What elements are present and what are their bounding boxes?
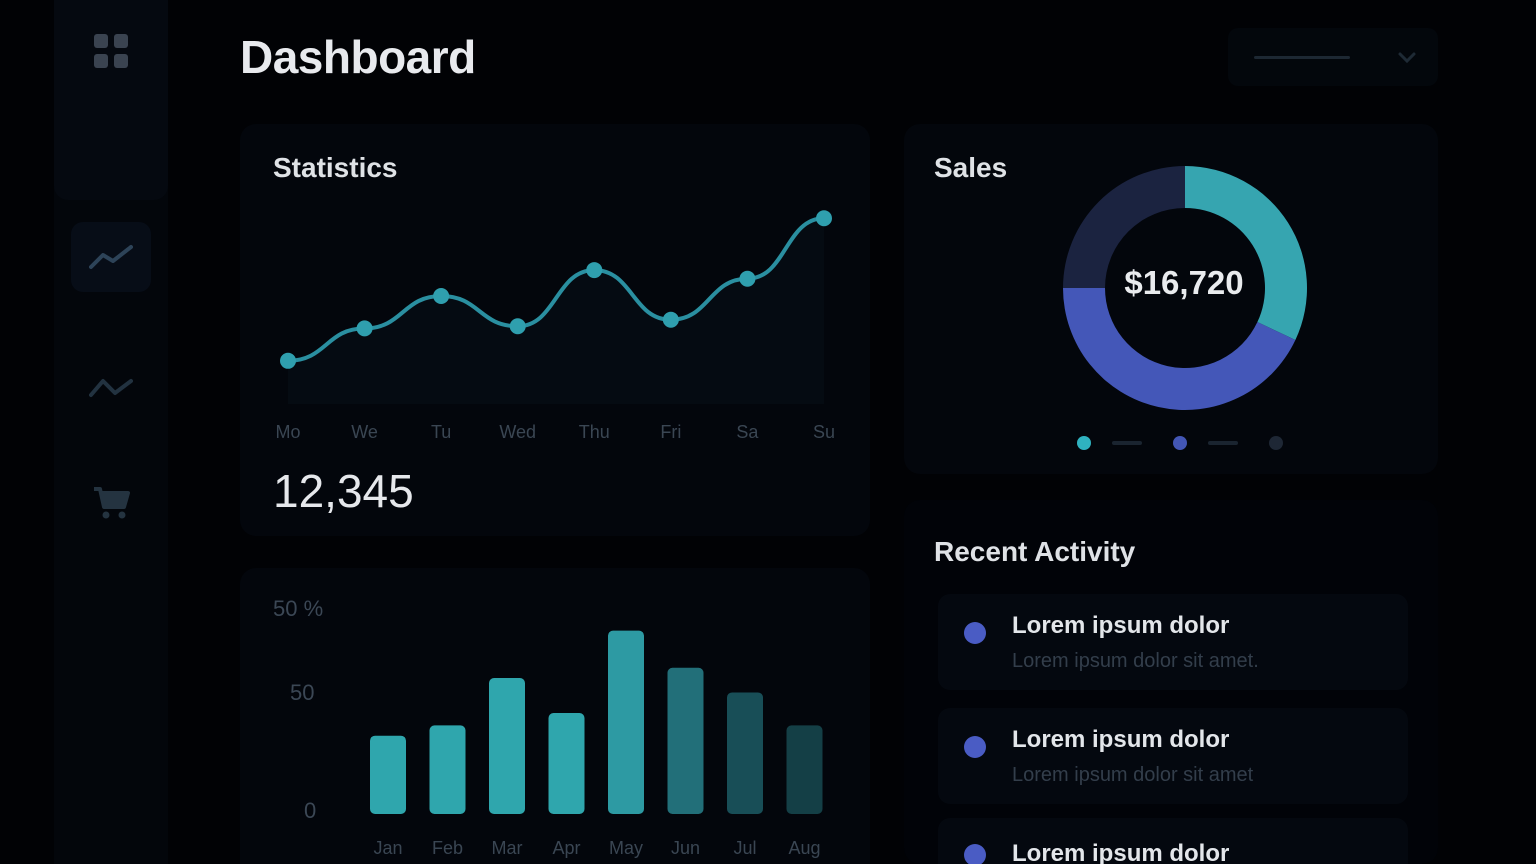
donut-slice[interactable] [1185,166,1307,340]
x-tick-label: Feb [431,838,464,858]
bar-chart-card: 50 % 50 0 Jan Feb Mar Apr May Jun Jul Aug [240,568,870,864]
sidebar-item-analytics[interactable] [71,352,151,422]
x-tick-label: Wed [499,422,537,442]
sidebar [54,0,168,864]
bar[interactable] [608,630,644,814]
monthly-bar-chart [370,630,823,814]
shopping-cart-icon [94,487,130,519]
line-point[interactable] [509,318,526,335]
x-tick-label: Jun [670,838,701,858]
donut-slice[interactable] [1063,166,1185,288]
x-tick-label: Jan [373,838,403,858]
sales-donut-chart [1063,166,1307,410]
sidebar-top [54,0,168,200]
indicator-bar-1 [1112,441,1142,445]
trend-line-icon [89,245,133,269]
indicator-bar-2 [1208,441,1238,445]
bar[interactable] [370,735,406,814]
sales-title: Sales [934,152,1008,183]
donut-slice[interactable] [1063,288,1296,410]
x-tick-label: Su [812,422,836,442]
x-tick-label: Jul [733,838,757,858]
activity-item-subtitle: Lorem ipsum dolor sit amet. [1012,650,1259,672]
activity-dot-icon [964,736,986,758]
indicator-dot-3[interactable] [1269,436,1283,450]
chevron-down-icon [1398,52,1416,64]
line-point[interactable] [586,262,603,279]
bar[interactable] [548,713,585,814]
y-tick-mid: 50 [290,680,315,705]
activity-item[interactable]: Lorem ipsum dolor [938,818,1408,864]
y-tick-zero: 0 [304,798,317,823]
dropdown-value [1254,56,1350,59]
bar[interactable] [727,692,763,814]
line-point[interactable] [662,311,679,328]
x-tick-label: Apr [552,838,581,858]
wave-line-icon [89,379,133,397]
statistics-title: Statistics [273,152,398,183]
bar[interactable] [786,725,823,814]
sidebar-item-shop[interactable] [71,468,151,538]
activity-item-title: Lorem ipsum dolor [1012,726,1230,753]
activity-item[interactable]: Lorem ipsum dolor Lorem ipsum dolor sit … [938,708,1408,804]
activity-dot-icon [964,622,986,644]
statistics-card: Statistics Mo We Tu Wed Thu Fri Sa Su 12,345 [240,124,870,536]
recent-activity-card: Recent Activity Lorem ipsum dolor Lorem … [904,500,1438,864]
y-tick-top: 50 % [273,596,324,621]
line-point[interactable] [356,320,373,337]
sales-card: Sales $16,720 [904,124,1438,474]
x-tick-label: Mar [491,838,523,858]
grid-icon[interactable] [94,34,130,70]
carousel-indicators [1077,436,1283,450]
bar[interactable] [429,725,466,814]
x-tick-label: Tu [430,422,452,442]
x-tick-label: Sa [736,422,759,442]
page-title: Dashboard [240,31,476,83]
activity-item-title: Lorem ipsum dolor [1012,612,1230,639]
x-tick-label: Thu [578,422,610,442]
x-tick-label: May [608,838,644,858]
line-point[interactable] [280,352,296,369]
statistics-line-chart [280,210,832,404]
line-point[interactable] [816,210,832,227]
period-dropdown[interactable] [1228,28,1438,86]
activity-title: Recent Activity [934,536,1136,567]
activity-item[interactable]: Lorem ipsum dolor Lorem ipsum dolor sit … [938,594,1408,690]
x-tick-label: Aug [788,838,821,858]
x-tick-label: Fri [660,422,682,442]
x-tick-label: We [351,422,378,442]
x-tick-label: Mo [275,422,301,442]
sales-total: $16,720 [1124,264,1244,301]
line-point[interactable] [433,288,450,304]
activity-dot-icon [964,844,986,864]
statistics-total: 12,345 [273,465,414,517]
indicator-dot-1[interactable] [1077,436,1091,450]
line-point[interactable] [739,270,756,287]
bar[interactable] [667,667,704,814]
sidebar-item-statistics[interactable] [71,222,151,292]
bar[interactable] [489,678,525,814]
indicator-dot-2[interactable] [1173,436,1187,450]
line-area-fill [288,218,824,404]
activity-item-subtitle: Lorem ipsum dolor sit amet [1012,764,1254,786]
activity-item-title: Lorem ipsum dolor [1012,840,1230,864]
